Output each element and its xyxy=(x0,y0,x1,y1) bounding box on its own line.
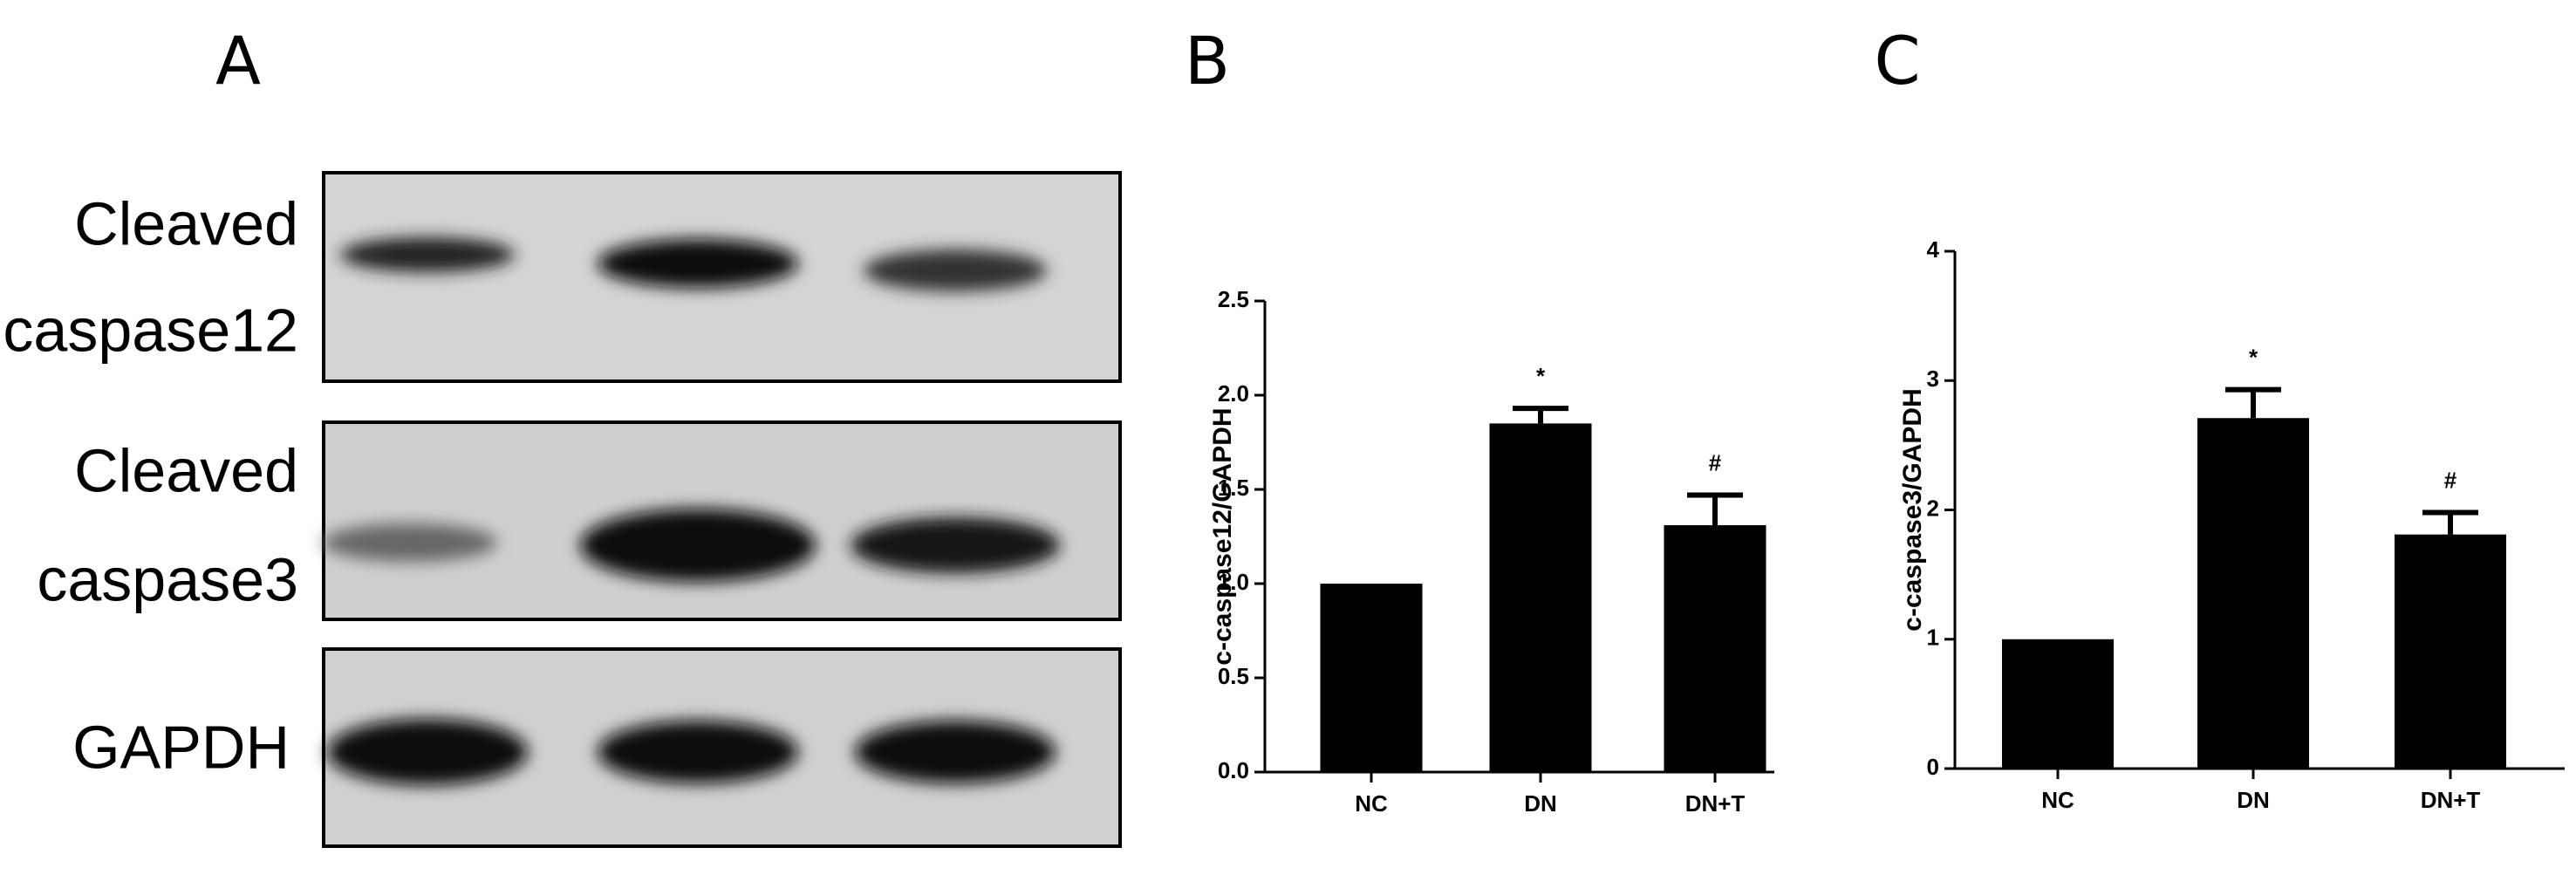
y-tick-label: 2.0 xyxy=(1218,380,1249,407)
y-tick-label: 1 xyxy=(1927,625,1939,651)
significance-mark: # xyxy=(1709,449,1722,475)
y-tick-label: 0 xyxy=(1927,754,1939,780)
blot-label: Cleaved xyxy=(74,189,298,257)
blot-label: caspase12 xyxy=(3,296,298,364)
bar xyxy=(1489,423,1592,772)
bar xyxy=(2197,418,2309,769)
y-tick-label: 2 xyxy=(1927,495,1939,521)
panel-label: C xyxy=(1874,22,1920,99)
y-tick-label: 1.5 xyxy=(1218,475,1249,501)
bar xyxy=(1664,525,1766,772)
blot-1 xyxy=(322,171,1122,383)
y-axis-label: c-caspase3/GAPDH xyxy=(1898,388,1927,631)
blot-label: Cleaved xyxy=(74,436,298,504)
blot-3 xyxy=(322,647,1122,848)
y-tick-label: 1.0 xyxy=(1218,569,1249,595)
bar xyxy=(2395,534,2506,769)
panel-label: A xyxy=(215,22,261,99)
significance-mark: * xyxy=(1536,363,1546,389)
y-axis-label: c-caspase12/GAPDH xyxy=(1208,407,1237,665)
blot-2 xyxy=(322,420,1122,621)
x-tick-label: NC xyxy=(2041,787,2074,813)
x-tick-label: DN xyxy=(1524,790,1557,817)
x-tick-label: DN+T xyxy=(1685,790,1746,817)
bar xyxy=(2002,639,2114,769)
panel-label: B xyxy=(1185,22,1230,99)
blot-label: caspase3 xyxy=(37,545,298,613)
x-tick-label: NC xyxy=(1355,790,1388,817)
significance-mark: * xyxy=(2249,345,2258,371)
x-tick-label: DN xyxy=(2237,787,2270,813)
significance-mark: # xyxy=(2444,467,2457,493)
y-tick-label: 0.0 xyxy=(1218,757,1249,783)
y-tick-label: 3 xyxy=(1927,366,1939,392)
bar xyxy=(1320,584,1423,772)
blot-label: GAPDH xyxy=(72,713,290,781)
y-tick-label: 2.5 xyxy=(1218,286,1249,312)
x-tick-label: DN+T xyxy=(2421,787,2481,813)
y-tick-label: 0.5 xyxy=(1218,663,1249,689)
y-tick-label: 4 xyxy=(1927,236,1940,263)
